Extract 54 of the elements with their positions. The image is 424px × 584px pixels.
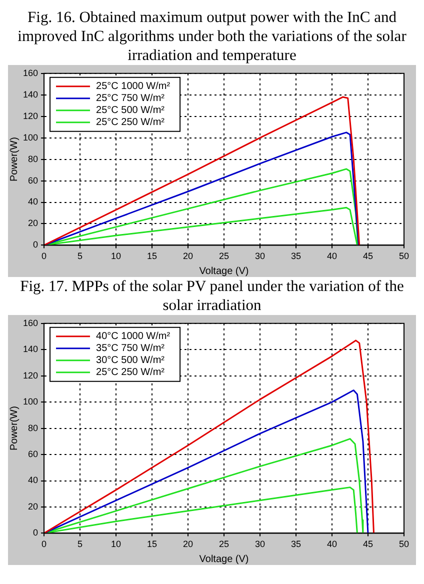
x-axis-title: Voltage (V) — [199, 554, 249, 565]
x-tick-label: 40 — [326, 539, 338, 550]
legend-label: 25°C 250 W/m² — [96, 117, 166, 128]
x-tick-label: 10 — [111, 251, 122, 262]
x-tick-label: 25 — [219, 251, 230, 262]
y-tick-label: 20 — [28, 501, 38, 512]
x-tick-label: 35 — [290, 539, 302, 550]
legend-label: 30°C 500 W/m² — [96, 355, 166, 366]
x-tick-label: 15 — [147, 251, 158, 262]
legend-label: 35°C 750 W/m² — [96, 343, 166, 354]
y-tick-label: 40 — [28, 196, 38, 207]
y-tick-label: 120 — [22, 110, 38, 121]
x-tick-label: 20 — [183, 251, 194, 262]
legend-label: 25°C 1000 W/m² — [96, 81, 171, 92]
chart-title: Fig. 16. Obtained maximum output power with the InC and improved InC algorithms under both the variations of the solar irradiation and temperature — [16, 8, 408, 65]
x-tick-label: 20 — [183, 539, 194, 550]
x-axis-title: Voltage (V) — [199, 266, 249, 277]
y-tick-label: 40 — [28, 475, 38, 486]
y-tick-label: 80 — [28, 422, 38, 433]
legend-label: 40°C 1000 W/m² — [96, 331, 171, 342]
y-tick-label: 60 — [28, 175, 38, 186]
y-tick-label: 140 — [22, 344, 38, 354]
y-tick-label: 160 — [22, 68, 38, 78]
x-tick-label: 10 — [111, 539, 122, 550]
y-axis-title: Power(W) — [8, 137, 20, 182]
y-tick-label: 100 — [22, 396, 38, 407]
legend-label: 25°C 500 W/m² — [96, 105, 166, 116]
x-tick-label: 30 — [255, 539, 266, 550]
y-tick-label: 60 — [28, 449, 38, 460]
y-tick-label: 100 — [22, 132, 38, 142]
legend-label: 25°C 250 W/m² — [96, 367, 166, 378]
x-tick-label: 45 — [362, 539, 374, 550]
y-tick-label: 0 — [33, 528, 38, 538]
y-tick-label: 0 — [33, 240, 38, 250]
x-tick-label: 15 — [147, 539, 158, 550]
x-tick-label: 50 — [398, 539, 410, 550]
x-tick-label: 40 — [326, 251, 338, 262]
x-tick-label: 5 — [78, 539, 83, 550]
x-tick-label: 0 — [42, 539, 47, 550]
x-tick-label: 0 — [42, 251, 47, 262]
x-tick-label: 50 — [398, 251, 410, 262]
x-tick-label: 25 — [219, 539, 230, 550]
x-tick-label: 5 — [78, 251, 83, 262]
y-tick-label: 160 — [22, 318, 38, 328]
y-tick-label: 20 — [28, 218, 38, 228]
y-tick-label: 120 — [22, 370, 38, 380]
y-tick-label: 80 — [28, 154, 38, 164]
chart-title: Fig. 17. MPPs of the solar PV panel under the variation of the solar irradiation — [19, 277, 405, 315]
y-tick-label: 140 — [22, 89, 38, 100]
x-tick-label: 35 — [290, 251, 302, 262]
x-tick-label: 30 — [255, 251, 266, 262]
legend-label: 25°C 750 W/m² — [96, 93, 166, 104]
y-axis-title: Power(W) — [8, 406, 20, 451]
x-tick-label: 45 — [362, 251, 374, 262]
